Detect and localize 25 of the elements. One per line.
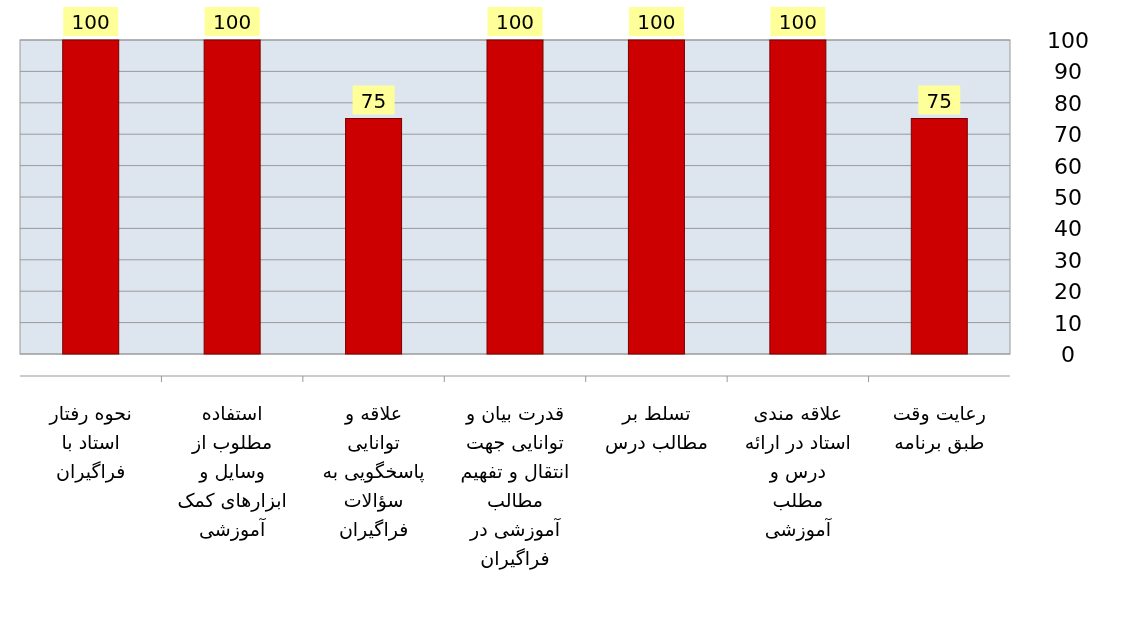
data-label: 75 (360, 88, 387, 113)
y-tick-label: 50 (1054, 185, 1082, 210)
x-tick-label: علاقه مندی استاد در ارائه درس و مطلب آموزشی (743, 401, 852, 543)
data-label: 100 (637, 10, 676, 34)
y-tick-label: 0 (1061, 342, 1075, 367)
y-tick-label: 100 (1047, 28, 1089, 53)
y-tick-label: 10 (1054, 310, 1082, 336)
y-tick-label: 20 (1054, 279, 1082, 305)
y-tick-label: 70 (1054, 122, 1082, 148)
x-tick-label: تسلط بر مطالب درس (604, 401, 709, 456)
y-tick-label: 90 (1054, 59, 1082, 85)
y-tick-label: 80 (1054, 90, 1082, 116)
data-label: 100 (778, 10, 817, 34)
data-label: 100 (495, 10, 535, 34)
y-tick-label: 30 (1054, 247, 1082, 273)
data-label: 100 (213, 10, 252, 34)
y-tick-label: 40 (1054, 216, 1082, 242)
data-label: 75 (926, 88, 953, 113)
x-tick-label: رعایت وقت طبق برنامه (891, 401, 987, 456)
x-tick-label: نحوه رفتار استاد با فراگیران (47, 401, 133, 485)
y-tick-label: 60 (1054, 153, 1082, 179)
x-tick-label: علاقه و توانایی پاسخگویی به سؤالات فراگیران (321, 401, 426, 543)
data-label: 100 (71, 10, 110, 34)
x-tick-label: استفاده مطلوب از وسایل و ابزارهای کمک آموزشی (177, 401, 288, 543)
x-tick-label: قدرت بیان و توانایی جهت انتقال و تفهیم مطالب آموزشی در فراگیران (460, 401, 570, 572)
